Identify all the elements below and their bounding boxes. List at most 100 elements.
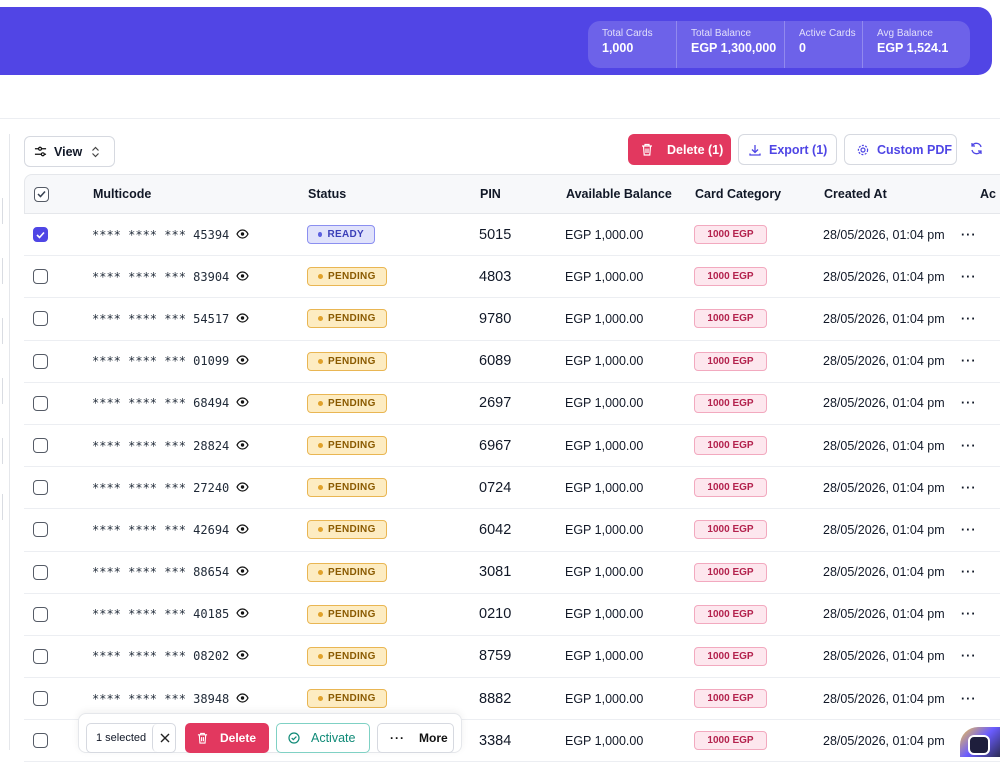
- row-actions-icon[interactable]: ···: [961, 522, 977, 537]
- header-created-at[interactable]: Created At: [824, 187, 887, 201]
- row-actions-icon[interactable]: ···: [961, 649, 977, 664]
- status-text: PENDING: [328, 566, 376, 578]
- row-actions-icon[interactable]: ···: [961, 311, 977, 326]
- balance-cell: EGP 1,000.00: [565, 691, 644, 706]
- balance-cell: EGP 1,000.00: [565, 649, 644, 664]
- eye-icon[interactable]: [236, 270, 249, 284]
- header-status[interactable]: Status: [308, 187, 347, 201]
- eye-icon[interactable]: [236, 523, 249, 537]
- sidebar-edge: [0, 318, 3, 344]
- row-checkbox[interactable]: [33, 425, 48, 466]
- row-checkbox[interactable]: [33, 594, 48, 635]
- row-checkbox[interactable]: [33, 509, 48, 550]
- multicode-cell: **** **** *** 28824: [92, 425, 249, 466]
- table-row[interactable]: **** **** *** 08202 PENDING 8759 EGP 1,000.…: [24, 636, 1000, 679]
- balance-cell: EGP 1,000.00: [565, 733, 644, 748]
- row-checkbox[interactable]: [33, 214, 48, 255]
- table-row[interactable]: **** **** *** 45394 READY 5015 EGP 1,000.00…: [24, 214, 1000, 257]
- bulk-delete-label: Delete: [220, 731, 257, 745]
- table-row[interactable]: **** **** *** 28824 PENDING 6967 EGP 1,000.…: [24, 425, 1000, 468]
- status-badge: PENDING: [307, 351, 387, 371]
- export-button[interactable]: Export (1): [738, 134, 837, 165]
- export-label: Export (1): [769, 142, 828, 157]
- row-actions-icon[interactable]: ···: [961, 354, 977, 369]
- view-button[interactable]: View: [24, 136, 115, 167]
- row-actions-icon[interactable]: ···: [961, 227, 977, 242]
- pin-cell: 9780: [479, 310, 512, 327]
- balance-cell: EGP 1,000.00: [565, 311, 644, 326]
- eye-icon[interactable]: [236, 396, 249, 410]
- category-badge: 1000 EGP: [694, 731, 767, 751]
- row-checkbox[interactable]: [33, 678, 48, 719]
- table-row[interactable]: **** **** *** 68494 PENDING 2697 EGP 1,000.…: [24, 383, 1000, 425]
- eye-icon[interactable]: [236, 649, 249, 663]
- eye-icon[interactable]: [236, 692, 249, 706]
- row-checkbox[interactable]: [33, 298, 48, 339]
- row-checkbox[interactable]: [33, 383, 48, 424]
- status-badge: PENDING: [307, 689, 387, 709]
- eye-icon[interactable]: [236, 565, 249, 579]
- table-row[interactable]: **** **** *** 40185 PENDING 0210 EGP 1,000.…: [24, 594, 1000, 636]
- activate-button[interactable]: Activate: [276, 723, 370, 753]
- created-at-cell: 28/05/2026, 01:04 pm: [823, 733, 945, 748]
- pin-cell: 4803: [479, 268, 512, 285]
- eye-icon[interactable]: [236, 607, 249, 621]
- eye-icon[interactable]: [236, 439, 249, 453]
- table-row[interactable]: **** **** *** 54517 PENDING 9780 EGP 1,000.…: [24, 298, 1000, 341]
- status-text: PENDING: [328, 313, 376, 325]
- row-checkbox[interactable]: [33, 341, 48, 382]
- balance-cell: EGP 1,000.00: [565, 522, 644, 537]
- table-row[interactable]: **** **** *** 83904 PENDING 4803 EGP 1,000.…: [24, 256, 1000, 299]
- header-multicode[interactable]: Multicode: [93, 187, 152, 201]
- chat-widget-icon[interactable]: [960, 727, 1000, 757]
- category-cell: 1000 EGP: [694, 636, 767, 677]
- header-available-balance[interactable]: Available Balance: [566, 187, 672, 201]
- row-actions-icon[interactable]: ···: [961, 607, 977, 622]
- table-row[interactable]: **** **** *** 88654 PENDING 3081 EGP 1,000.…: [24, 552, 1000, 594]
- row-checkbox[interactable]: [33, 636, 48, 677]
- row-checkbox[interactable]: [33, 256, 48, 297]
- row-actions-icon[interactable]: ···: [961, 480, 977, 495]
- select-all-checkbox[interactable]: [34, 175, 49, 213]
- eye-icon[interactable]: [236, 228, 249, 242]
- status-badge: PENDING: [307, 436, 387, 456]
- eye-icon[interactable]: [236, 312, 249, 326]
- sliders-icon: [34, 145, 47, 158]
- pin-cell: 3384: [479, 732, 512, 749]
- row-actions-icon[interactable]: ···: [961, 691, 977, 706]
- balance-cell: EGP 1,000.00: [565, 480, 644, 495]
- row-actions-icon[interactable]: ···: [961, 565, 977, 580]
- row-checkbox[interactable]: [33, 720, 48, 761]
- row-actions-icon[interactable]: ···: [961, 269, 977, 284]
- multicode-value: **** **** *** 40185: [92, 607, 230, 622]
- table-row[interactable]: **** **** *** 27240 PENDING 0724 EGP 1,000.…: [24, 467, 1000, 510]
- row-actions-icon[interactable]: ···: [961, 438, 977, 453]
- status-text: PENDING: [328, 608, 376, 620]
- custom-pdf-button[interactable]: Custom PDF: [844, 134, 957, 165]
- sidebar-edge: [0, 258, 3, 284]
- balance-cell: EGP 1,000.00: [565, 607, 644, 622]
- row-checkbox[interactable]: [33, 467, 48, 508]
- status-badge: PENDING: [307, 646, 387, 666]
- more-button[interactable]: ··· More: [377, 723, 454, 753]
- pin-cell: 3081: [479, 564, 512, 581]
- bulk-delete-button[interactable]: Delete: [185, 723, 269, 753]
- created-at-cell: 28/05/2026, 01:04 pm: [823, 396, 945, 411]
- table-row[interactable]: **** **** *** 01099 PENDING 6089 EGP 1,000.…: [24, 341, 1000, 383]
- eye-icon[interactable]: [236, 354, 249, 368]
- delete-selected-button[interactable]: Delete (1): [628, 134, 731, 165]
- row-actions-icon[interactable]: ···: [961, 396, 977, 411]
- category-cell: 1000 EGP: [694, 678, 767, 719]
- row-checkbox[interactable]: [33, 552, 48, 593]
- eye-icon[interactable]: [236, 481, 249, 495]
- header-card-category[interactable]: Card Category: [695, 187, 782, 201]
- header-pin[interactable]: PIN: [480, 187, 501, 201]
- table-row[interactable]: **** **** *** 38948 PENDING 8882 EGP 1,000.…: [24, 678, 1000, 721]
- refresh-icon[interactable]: [970, 142, 983, 158]
- table-row[interactable]: **** **** *** 42694 PENDING 6042 EGP 1,000.…: [24, 509, 1000, 552]
- created-at-cell: 28/05/2026, 01:04 pm: [823, 269, 945, 284]
- clear-selection-button[interactable]: [152, 724, 176, 752]
- stat-active-cards: Active Cards 0: [785, 21, 863, 68]
- sidebar-edge: [0, 378, 3, 404]
- created-at-cell: 28/05/2026, 01:04 pm: [823, 522, 945, 537]
